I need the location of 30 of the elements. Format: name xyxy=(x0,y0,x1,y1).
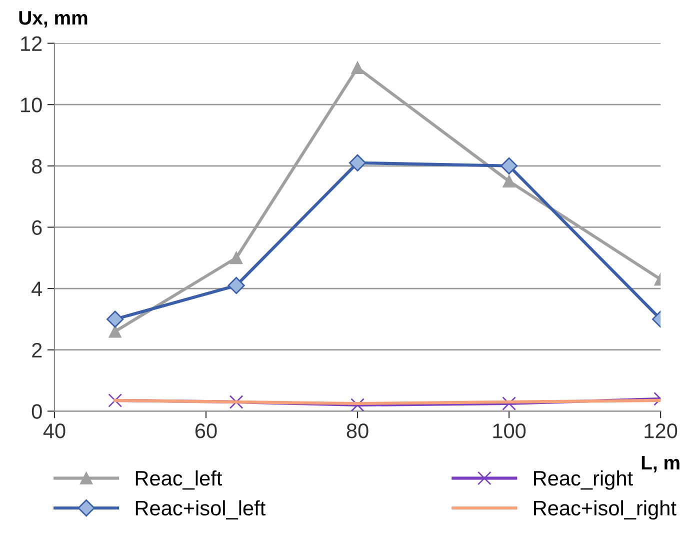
point xyxy=(229,395,244,409)
legend-label: Reac+isol_right xyxy=(534,500,676,520)
legend-label: Reac_right xyxy=(534,470,633,490)
y-tick-label: 12 xyxy=(21,36,42,51)
x-tick-label: 100 xyxy=(493,424,526,438)
x-tick-label: 60 xyxy=(195,424,217,438)
point xyxy=(350,398,364,412)
y-tick-label: 4 xyxy=(32,282,42,296)
point xyxy=(230,252,243,264)
point xyxy=(502,174,516,188)
legend-label: Reac_left xyxy=(136,470,222,490)
point xyxy=(502,396,516,410)
y-tick-label: 0 xyxy=(32,404,42,419)
point xyxy=(108,325,122,338)
y-tick-label: 6 xyxy=(32,220,42,235)
point xyxy=(108,393,122,408)
y-tick-label: 10 xyxy=(21,98,42,112)
legend-label: Reac+isol_left xyxy=(136,500,266,520)
y-tick-label: 8 xyxy=(32,158,42,174)
x-tick-label: 80 xyxy=(346,424,368,438)
point xyxy=(351,62,364,74)
point xyxy=(228,276,245,294)
x-tick-label: 120 xyxy=(644,424,678,438)
x-tick-label: 40 xyxy=(43,424,66,438)
y-tick-label: 2 xyxy=(32,342,42,358)
point xyxy=(500,157,518,174)
point xyxy=(348,154,366,172)
point xyxy=(106,310,124,328)
y-axis-title: Ux, mm xyxy=(19,11,88,28)
x-axis-title: L, m xyxy=(642,456,680,472)
